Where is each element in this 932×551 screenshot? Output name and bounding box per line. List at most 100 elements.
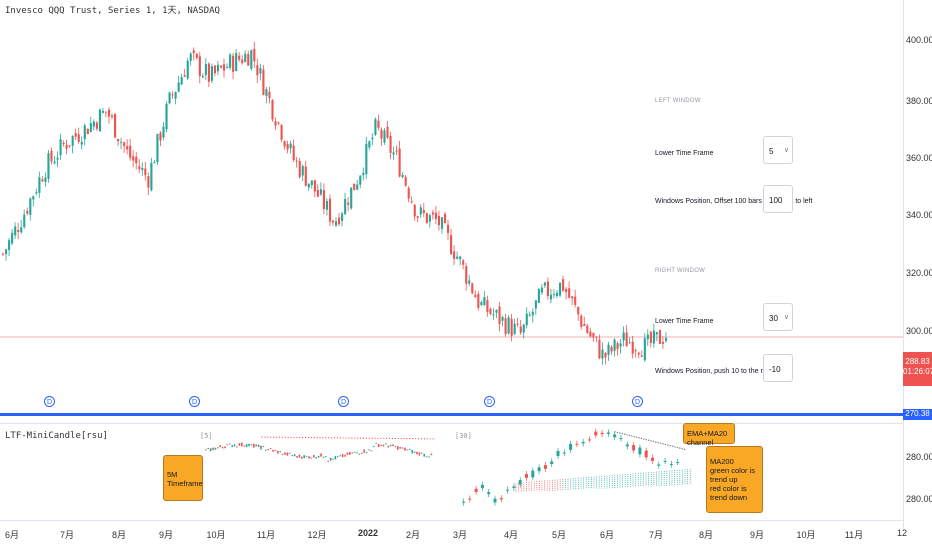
time-tick: 7月 (59, 530, 75, 540)
candle-body (117, 139, 120, 142)
candle-body (637, 352, 640, 355)
candle-body (277, 122, 280, 124)
candle-body (256, 65, 259, 76)
candle-body (504, 318, 507, 335)
ema-channel-dot (650, 440, 652, 442)
last-price-value: 288.83 (905, 357, 930, 366)
time-axis[interactable] (0, 520, 903, 551)
mini-candle-30m-body (531, 470, 535, 478)
candle-body (192, 50, 195, 54)
left-tf-select[interactable]: 5 ∨ (763, 136, 793, 164)
mini-candle-5m (358, 453, 361, 455)
ema-channel-dot (647, 439, 650, 441)
mini-candle-5m (387, 445, 389, 448)
ema-channel-dot (365, 437, 367, 439)
indicator-title[interactable]: LTF-MiniCandle[rsu] (5, 431, 108, 441)
symbol-title[interactable]: Invesco QQQ Trust, Series 1, 1天, NASDAQ (5, 6, 220, 16)
right-tf-select[interactable]: 30 ∨ (763, 303, 793, 331)
mini-candle-5m (245, 444, 248, 448)
candle-body (98, 109, 101, 132)
ema-channel-dot (645, 438, 647, 441)
candle-body (274, 121, 277, 126)
mini-candle-5m (224, 446, 226, 449)
mini-candle-5m (265, 449, 267, 451)
candle-body (604, 352, 607, 358)
candle-body (222, 64, 226, 71)
dividend-marker[interactable]: D (632, 396, 643, 407)
dividend-marker[interactable]: D (484, 396, 495, 407)
mini-candle-5m (231, 445, 233, 447)
mini-candle-5m (226, 444, 229, 446)
annotation-ema-channel[interactable]: EMA+MA20 channel (683, 423, 735, 447)
ema-channel-dot (362, 437, 365, 439)
time-tick: 12 (896, 528, 908, 538)
candle-body (177, 82, 180, 92)
mini-candle-5m (346, 452, 349, 455)
dividend-marker[interactable]: D (189, 396, 200, 407)
ema-channel-dot (313, 437, 315, 439)
mini-candle-5m (236, 446, 238, 448)
candle-body (661, 341, 665, 344)
left-offset-label: Windows Position, Offset 100 bars from r… (655, 198, 813, 205)
mini-candle-5m (277, 450, 279, 454)
mini-candle-5m (260, 445, 262, 450)
candle-body (286, 144, 289, 150)
right-window-tf-tag: [30] (455, 432, 472, 440)
candle-body (501, 317, 504, 321)
candle-body (601, 349, 604, 359)
mini-candle-30m-body (543, 465, 547, 469)
pane-divider[interactable] (0, 423, 903, 424)
mini-candle-5m (281, 453, 284, 455)
candle-body (159, 132, 162, 141)
mini-candle-5m (327, 460, 329, 462)
mini-candle-30m-body (518, 480, 522, 485)
ema-channel-dot (415, 438, 417, 440)
candle-body (147, 176, 150, 188)
candle-body (92, 121, 95, 127)
left-window-title: LEFT WINDOW (655, 98, 701, 104)
dividend-marker[interactable]: D (338, 396, 349, 407)
candle-body (150, 162, 153, 191)
candle-body (480, 302, 483, 305)
left-offset-input[interactable]: 100 (763, 185, 793, 213)
candle-body (298, 161, 301, 177)
candle-body (322, 190, 326, 210)
candle-body (65, 144, 68, 149)
annotation-ma200[interactable]: MA200 green color is trend up red color … (706, 446, 763, 513)
ema-channel-dot (659, 442, 662, 444)
ema-channel-dot (386, 437, 388, 439)
ema-channel-dot (669, 445, 671, 447)
indicator-settings-overlay: LEFT WINDOW Lower Time Frame 5 ∨ Windows… (650, 90, 812, 390)
ema-channel-dot (679, 447, 681, 449)
candle-body (356, 184, 359, 190)
candle-body (210, 66, 214, 81)
right-offset-input[interactable]: -10 (763, 354, 793, 382)
mini-candle-5m (303, 455, 305, 459)
mini-candle-30m-body (525, 474, 528, 478)
candle-body (110, 115, 114, 117)
mini-candle-5m (341, 453, 344, 458)
mini-candle-30m-body (588, 439, 591, 441)
candle-body (268, 91, 271, 99)
ema-channel-dot (394, 437, 396, 440)
candle-body (186, 60, 189, 79)
candle-body (23, 214, 26, 227)
candle-body (492, 314, 495, 316)
candle-body (229, 54, 232, 68)
ema-channel-dot (614, 431, 616, 433)
mini-candle-30m-body (613, 434, 617, 438)
annotation-5m-timeframe[interactable]: 5M Timeframe (163, 455, 203, 501)
candle-body (53, 161, 56, 164)
dividend-marker[interactable]: D (44, 396, 55, 407)
candle-body (262, 69, 265, 95)
price-axis[interactable] (903, 0, 932, 530)
mini-candle-30m-body (657, 464, 661, 466)
candle-body (649, 332, 652, 343)
ema-channel-dot (397, 437, 399, 440)
candle-body (586, 325, 589, 333)
ema-channel-dot (683, 448, 686, 451)
mini-candle-5m (392, 444, 394, 447)
indicator-tick: 280.00 (906, 452, 932, 462)
price-tick: 380.00 (906, 96, 932, 106)
